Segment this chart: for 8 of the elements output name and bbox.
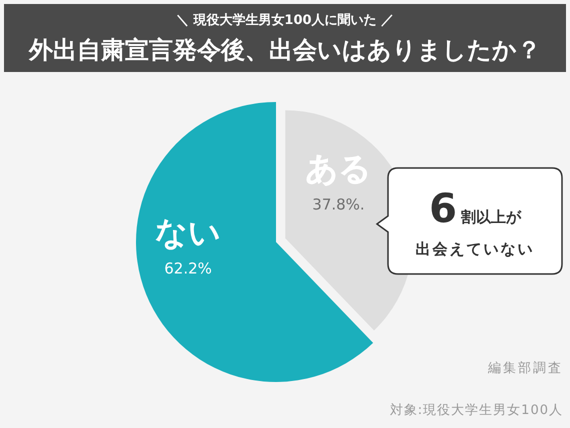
text: 対象:現役大学生男女100人 <box>390 402 563 418</box>
data-label: 37.8%. <box>312 196 365 214</box>
chart-title: 外出自粛宣言発令後、出会いはありましたか？ <box>28 36 541 64</box>
text: 編集部調査 <box>487 361 563 376</box>
data-label: 62.2% <box>164 259 212 278</box>
chart-subtitle: ＼ 現役大学生男女100人に聞いた ／ <box>176 13 394 28</box>
text: 出会えていない <box>416 240 534 258</box>
slice-label: ない <box>155 213 222 252</box>
